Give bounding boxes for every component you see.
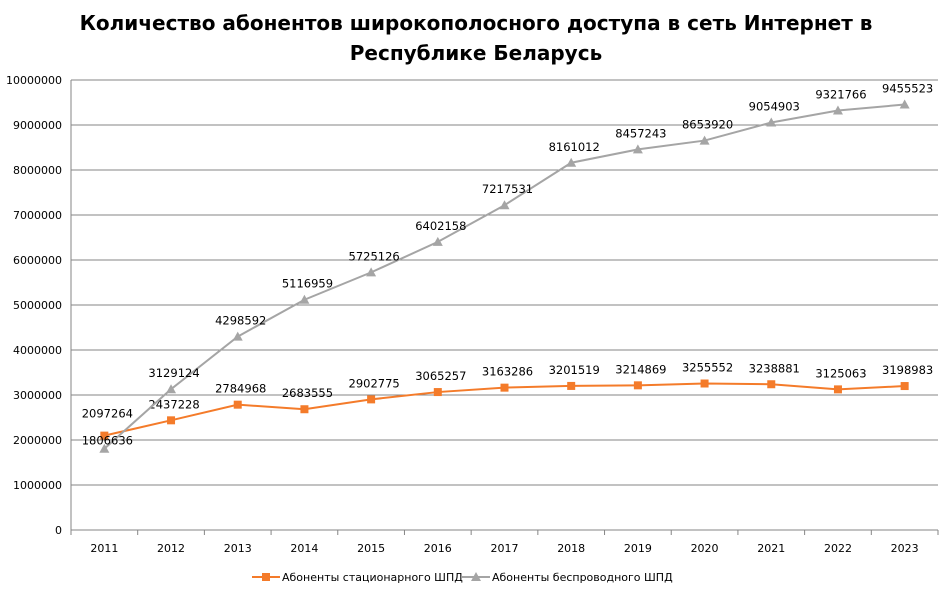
data-label: 3198983 — [882, 363, 933, 377]
chart-title: Количество абонентов широкополосного дос… — [0, 8, 952, 68]
x-tick-label: 2016 — [424, 542, 452, 555]
x-tick-label: 2015 — [357, 542, 385, 555]
data-label: 2097264 — [82, 407, 133, 421]
data-label: 3065257 — [415, 369, 466, 383]
data-point-marker — [767, 380, 776, 389]
data-point-marker — [432, 236, 443, 246]
data-point-marker — [366, 267, 377, 277]
x-tick-label: 2021 — [757, 542, 785, 555]
data-label: 3201519 — [549, 363, 600, 377]
data-label: 8161012 — [549, 140, 600, 154]
legend-marker — [262, 573, 270, 581]
data-label: 2683555 — [282, 386, 333, 400]
data-point-marker — [699, 135, 710, 145]
data-point-marker — [900, 382, 909, 391]
data-label: 2437228 — [148, 397, 199, 411]
data-label: 6402158 — [415, 219, 466, 233]
data-label: 3163286 — [482, 365, 533, 379]
data-point-marker — [833, 385, 842, 394]
data-point-marker — [500, 383, 509, 392]
data-point-marker — [299, 294, 310, 304]
data-point-marker — [167, 416, 176, 425]
data-point-marker — [433, 388, 442, 397]
data-point-marker — [367, 395, 376, 404]
data-label: 8653920 — [682, 118, 733, 132]
data-label: 4298592 — [215, 314, 266, 328]
data-point-marker — [632, 144, 643, 154]
x-tick-label: 2018 — [557, 542, 585, 555]
data-label: 2784968 — [215, 382, 266, 396]
data-point-marker — [99, 443, 110, 453]
legend-label-1: Абоненты стационарного ШПД — [282, 571, 463, 584]
chart-title-line-2: Республике Беларусь — [349, 41, 603, 65]
legend-marker — [471, 572, 481, 581]
x-tick-label: 2022 — [824, 542, 852, 555]
y-tick-label: 8000000 — [13, 164, 62, 177]
data-point-marker — [233, 400, 242, 409]
series-line-2 — [103, 103, 905, 450]
data-point-marker — [899, 99, 910, 109]
data-label: 3238881 — [749, 361, 800, 375]
data-label: 3255552 — [682, 361, 733, 375]
data-point-marker — [633, 381, 642, 390]
y-tick-label: 3000000 — [13, 389, 62, 402]
x-tick-label: 2023 — [891, 542, 919, 555]
y-tick-label: 4000000 — [13, 344, 62, 357]
x-tick-label: 2013 — [224, 542, 252, 555]
data-point-marker — [766, 117, 777, 127]
data-label: 3129124 — [148, 366, 199, 380]
data-label: 9321766 — [815, 88, 866, 102]
data-point-marker — [700, 379, 709, 388]
data-label: 3214869 — [615, 362, 666, 376]
data-point-marker — [232, 331, 243, 341]
data-point-marker — [566, 157, 577, 167]
y-tick-label: 7000000 — [13, 209, 62, 222]
y-tick-label: 10000000 — [6, 74, 62, 87]
data-label: 8457243 — [615, 126, 666, 140]
data-point-marker — [100, 431, 109, 440]
data-point-marker — [832, 105, 843, 115]
data-label: 9455523 — [882, 82, 933, 96]
data-point-marker — [499, 200, 510, 210]
data-label: 3125063 — [815, 366, 866, 380]
y-tick-label: 6000000 — [13, 254, 62, 267]
y-tick-label: 2000000 — [13, 434, 62, 447]
y-tick-label: 5000000 — [13, 299, 62, 312]
x-tick-label: 2017 — [491, 542, 519, 555]
data-point-marker — [567, 381, 576, 390]
data-label: 9054903 — [749, 100, 800, 114]
x-tick-label: 2012 — [157, 542, 185, 555]
data-label: 5116959 — [282, 277, 333, 291]
y-tick-label: 1000000 — [13, 479, 62, 492]
data-label: 5725126 — [349, 249, 400, 263]
chart-title-line-1: Количество абонентов широкополосного дос… — [79, 11, 873, 35]
data-label: 2902775 — [349, 376, 400, 390]
data-point-marker — [166, 384, 177, 394]
x-tick-label: 2020 — [691, 542, 719, 555]
legend-label-2: Абоненты беспроводного ШПД — [492, 571, 673, 584]
y-tick-label: 9000000 — [13, 119, 62, 132]
y-tick-label: 0 — [55, 524, 62, 537]
data-label: 7217531 — [482, 182, 533, 196]
data-point-marker — [300, 405, 309, 414]
data-label: 1806636 — [82, 434, 133, 448]
x-tick-label: 2014 — [290, 542, 318, 555]
x-tick-label: 2019 — [624, 542, 652, 555]
x-tick-label: 2011 — [90, 542, 118, 555]
